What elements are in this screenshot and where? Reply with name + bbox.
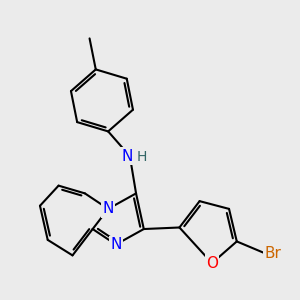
Text: H: H xyxy=(136,150,147,164)
Text: Br: Br xyxy=(265,246,281,261)
Text: O: O xyxy=(206,256,218,271)
Text: N: N xyxy=(121,149,132,164)
Text: N: N xyxy=(110,237,122,252)
Text: N: N xyxy=(103,201,114,216)
